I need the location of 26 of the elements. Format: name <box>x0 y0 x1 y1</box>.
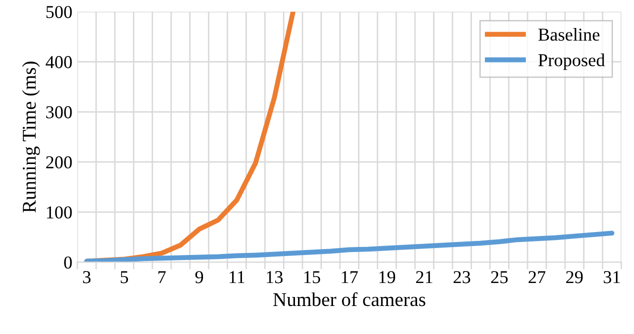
x-tick-label: 9 <box>195 271 204 284</box>
y-tick-label: 100 <box>46 206 72 219</box>
y-tick-label: 400 <box>46 56 72 68</box>
line-series <box>84 230 614 262</box>
x-tick-label: 13 <box>266 271 283 284</box>
x-tick-label: 17 <box>342 271 358 284</box>
x-tick-label: 5 <box>120 271 128 284</box>
x-tick-label: 7 <box>158 271 166 284</box>
x-tick-label: 19 <box>379 271 396 284</box>
y-tick-label: 0 <box>64 256 72 269</box>
y-tick-label: 500 <box>46 6 72 18</box>
x-tick-label: 29 <box>566 271 583 284</box>
x-tick-label: 11 <box>230 271 244 284</box>
x-tick-label: 27 <box>528 271 546 284</box>
y-tick-label: 300 <box>46 106 72 118</box>
legend-label: Baseline <box>538 28 600 41</box>
x-tick-label: 25 <box>491 271 508 284</box>
x-tick-label: 15 <box>304 271 320 284</box>
x-axis-title: Number of cameras <box>273 292 426 306</box>
y-axis-title: Running Time (ms) <box>22 62 40 213</box>
x-tick-label: 31 <box>604 271 620 284</box>
x-tick-label: 21 <box>416 271 432 284</box>
y-tick-label: 200 <box>46 156 72 168</box>
x-tick-label: 3 <box>83 271 91 284</box>
x-tick-label: 23 <box>454 271 470 284</box>
legend-label: Proposed <box>538 54 605 70</box>
